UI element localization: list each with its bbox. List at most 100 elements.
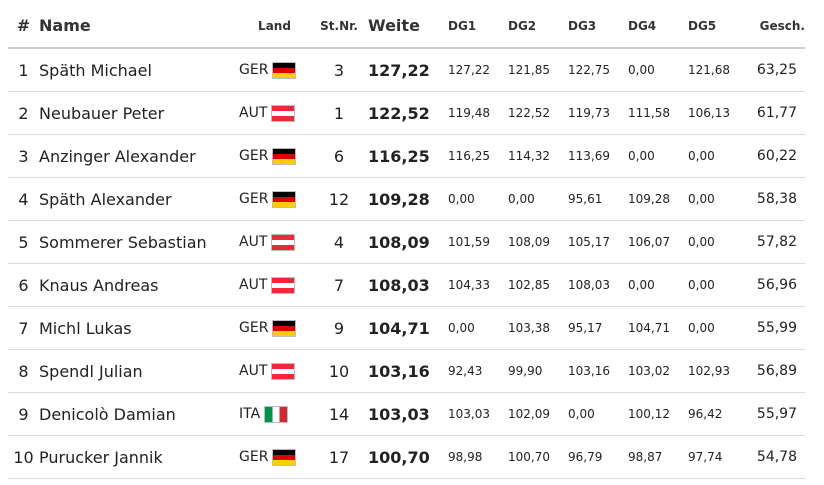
run-4-distance: 100,12: [628, 392, 688, 436]
best-distance: 109,28: [368, 177, 448, 221]
table-row: 7 Michl Lukas GER 9 104,71 0,00 103,38 95,17 104…: [8, 306, 805, 350]
run-3-distance: 0,00: [568, 392, 628, 436]
speed-cell: 58,38: [748, 177, 805, 221]
rank-cell: 6: [8, 263, 39, 307]
country-code: GER: [239, 62, 269, 78]
header-land[interactable]: Land: [239, 4, 310, 49]
speed-cell: 55,97: [748, 392, 805, 436]
athlete-name: Späth Alexander: [39, 177, 239, 221]
run-2-distance: 103,38: [508, 306, 568, 350]
run-4-distance: 104,71: [628, 306, 688, 350]
table-row: 9 Denicolò Damian ITA 14 103,03 103,03 102,09 0…: [8, 392, 805, 436]
run-1-distance: 92,43: [448, 349, 508, 393]
best-distance: 103,16: [368, 349, 448, 393]
country: GER: [239, 319, 297, 337]
run-5-distance: 121,68: [688, 48, 748, 92]
country: AUT: [239, 362, 296, 380]
rank-cell: 10: [8, 435, 39, 479]
run-3-distance: 108,03: [568, 263, 628, 307]
run-5-distance: 106,13: [688, 91, 748, 135]
run-2-distance: 122,52: [508, 91, 568, 135]
country-cell: GER: [239, 435, 310, 479]
run-5-distance: 0,00: [688, 177, 748, 221]
header-start-number[interactable]: St.Nr.: [310, 4, 368, 49]
country: ITA: [239, 405, 289, 423]
athlete-name: Knaus Andreas: [39, 263, 239, 307]
run-1-distance: 116,25: [448, 134, 508, 178]
run-4-distance: 0,00: [628, 134, 688, 178]
country-cell: ITA: [239, 392, 310, 436]
header-dg5[interactable]: DG5: [688, 4, 748, 49]
run-1-distance: 103,03: [448, 392, 508, 436]
start-number: 7: [310, 263, 368, 307]
table-row: 10 Purucker Jannik GER 17 100,70 98,98 100,70 9…: [8, 435, 805, 479]
best-distance: 108,03: [368, 263, 448, 307]
speed-cell: 54,78: [748, 435, 805, 479]
header-row: # Name Land St.Nr. Weite DG1 DG2 DG3 DG4…: [8, 4, 805, 49]
rank-cell: 1: [8, 48, 39, 92]
speed-cell: 57,82: [748, 220, 805, 264]
country: GER: [239, 61, 297, 79]
run-3-distance: 96,79: [568, 435, 628, 479]
country: GER: [239, 147, 297, 165]
run-3-distance: 113,69: [568, 134, 628, 178]
run-1-distance: 0,00: [448, 306, 508, 350]
table-row: 5 Sommerer Sebastian AUT 4 108,09 101,59 108,0…: [8, 220, 805, 264]
country: AUT: [239, 276, 296, 294]
run-4-distance: 0,00: [628, 263, 688, 307]
country-code: AUT: [239, 234, 268, 250]
run-3-distance: 122,75: [568, 48, 628, 92]
athlete-name: Michl Lukas: [39, 306, 239, 350]
rank-cell: 3: [8, 134, 39, 178]
best-distance: 104,71: [368, 306, 448, 350]
speed-cell: 63,25: [748, 48, 805, 92]
athlete-name: Denicolò Damian: [39, 392, 239, 436]
speed-cell: 61,77: [748, 91, 805, 135]
best-distance: 108,09: [368, 220, 448, 264]
country-code: GER: [239, 320, 269, 336]
run-5-distance: 0,00: [688, 134, 748, 178]
start-number: 6: [310, 134, 368, 178]
country-cell: GER: [239, 134, 310, 178]
country: GER: [239, 190, 297, 208]
country: GER: [239, 448, 297, 466]
header-gesch[interactable]: Gesch.: [748, 4, 805, 49]
run-5-distance: 97,74: [688, 435, 748, 479]
run-2-distance: 121,85: [508, 48, 568, 92]
speed-cell: 55,99: [748, 306, 805, 350]
best-distance: 122,52: [368, 91, 448, 135]
table-row: 8 Spendl Julian AUT 10 103,16 92,43 99,90 103,1…: [8, 349, 805, 393]
run-5-distance: 0,00: [688, 306, 748, 350]
start-number: 10: [310, 349, 368, 393]
run-3-distance: 105,17: [568, 220, 628, 264]
header-weite[interactable]: Weite: [368, 4, 448, 49]
run-5-distance: 0,00: [688, 220, 748, 264]
run-1-distance: 0,00: [448, 177, 508, 221]
run-2-distance: 102,09: [508, 392, 568, 436]
run-1-distance: 119,48: [448, 91, 508, 135]
athlete-name: Anzinger Alexander: [39, 134, 239, 178]
best-distance: 100,70: [368, 435, 448, 479]
rank-cell: 4: [8, 177, 39, 221]
rank-cell: 9: [8, 392, 39, 436]
athlete-name: Sommerer Sebastian: [39, 220, 239, 264]
run-1-distance: 127,22: [448, 48, 508, 92]
header-dg3[interactable]: DG3: [568, 4, 628, 49]
table-row: 4 Späth Alexander GER 12 109,28 0,00 0,00 95,61…: [8, 177, 805, 221]
start-number: 9: [310, 306, 368, 350]
start-number: 14: [310, 392, 368, 436]
run-5-distance: 96,42: [688, 392, 748, 436]
header-dg4[interactable]: DG4: [628, 4, 688, 49]
run-5-distance: 0,00: [688, 263, 748, 307]
run-1-distance: 101,59: [448, 220, 508, 264]
header-rank[interactable]: #: [8, 4, 39, 49]
header-dg1[interactable]: DG1: [448, 4, 508, 49]
run-4-distance: 103,02: [628, 349, 688, 393]
country-code: GER: [239, 191, 269, 207]
country: AUT: [239, 104, 296, 122]
country-cell: GER: [239, 306, 310, 350]
germany-flag-icon: [272, 319, 297, 337]
run-3-distance: 95,17: [568, 306, 628, 350]
header-dg2[interactable]: DG2: [508, 4, 568, 49]
header-name[interactable]: Name: [39, 4, 239, 49]
